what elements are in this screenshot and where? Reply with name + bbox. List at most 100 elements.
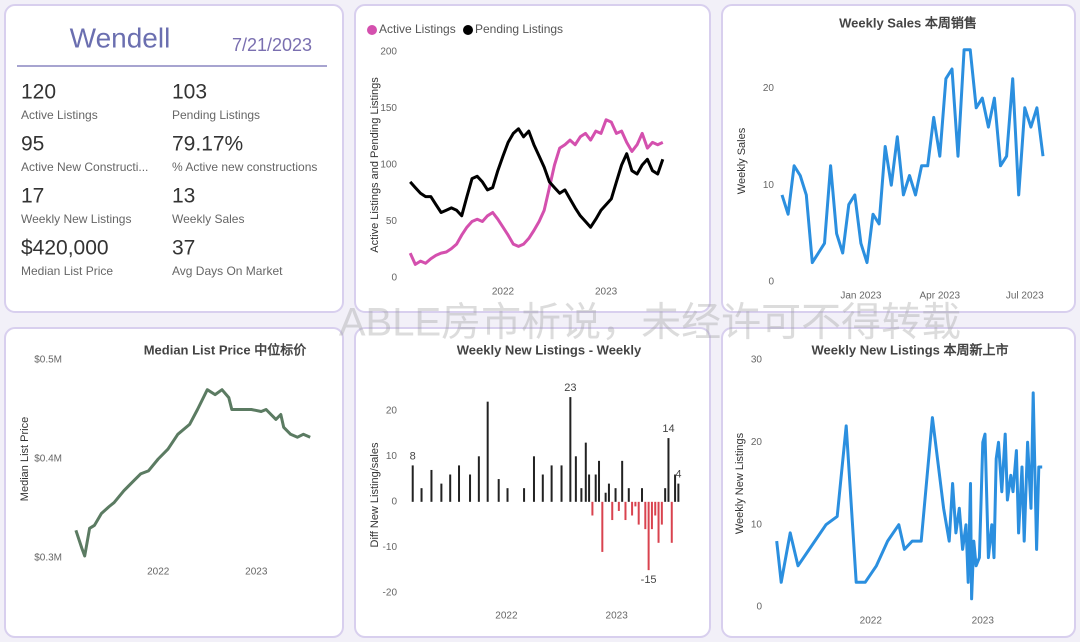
bar: [477, 456, 480, 502]
panel: [721, 327, 1076, 638]
bar: [458, 465, 461, 502]
data-label: 4: [675, 469, 681, 481]
kpi-value: 17: [21, 185, 44, 208]
legend-label: Active Listings: [379, 22, 456, 36]
bar: [677, 483, 680, 502]
bar: [523, 488, 526, 502]
bar: [420, 488, 423, 502]
bar: [650, 501, 653, 530]
data-label: 14: [662, 423, 674, 435]
kpi-value: 79.17%: [172, 133, 243, 156]
bar: [647, 501, 650, 571]
bar: [541, 474, 544, 502]
chart-title: Weekly New Listings 本周新上市: [812, 342, 1009, 357]
bar: [664, 488, 667, 502]
x-tick-label: 2023: [972, 616, 995, 627]
watermark: ABLE房市析说，未经许可不得转载: [339, 301, 961, 345]
bar: [497, 479, 500, 502]
bar: [569, 397, 572, 502]
kpi-value: 103: [172, 81, 207, 104]
bar: [560, 465, 563, 502]
kpis: 120 Active Listings 103 Pending Listings 95 A…: [21, 81, 317, 279]
y-axis-label: Diff New Listing/sales: [369, 442, 381, 547]
x-tick-label: Jul 2023: [1006, 291, 1044, 302]
summary-date: 7/21/2023: [232, 35, 312, 55]
y-tick-label: 200: [380, 47, 397, 58]
y-tick-label: 20: [763, 83, 775, 94]
y-tick-label: 0: [391, 273, 397, 284]
line: [775, 391, 1043, 601]
bar: [611, 501, 614, 521]
panels: [4, 4, 1076, 638]
bar: [634, 501, 637, 507]
bar: [601, 501, 604, 552]
bar: [411, 465, 414, 502]
y-axis-label: Median List Price: [19, 417, 31, 501]
bar: [654, 501, 657, 516]
bar: [469, 474, 472, 502]
panel: [4, 327, 344, 638]
charts: Active Listings and Pending Listings 0 50 1…: [19, 15, 1045, 627]
panel: [4, 4, 344, 313]
x-tick-label: 2023: [245, 567, 268, 578]
y-tick-label: $0.4M: [34, 454, 62, 465]
kpi-label: Weekly Sales: [172, 212, 244, 226]
bar: [574, 456, 577, 502]
x-tick-label: 2022: [495, 611, 518, 622]
bar: [657, 501, 660, 543]
kpi-value: 13: [172, 185, 195, 208]
bar: [621, 460, 624, 502]
chart: Weekly New Listings 本周新上市 Weekly New List…: [734, 342, 1043, 627]
bar: [637, 501, 640, 525]
bar: [591, 501, 594, 516]
line: [74, 388, 311, 558]
kpi-value: 37: [172, 237, 195, 260]
bar: [614, 488, 617, 502]
x-tick-label: 2023: [595, 287, 618, 298]
line: [408, 118, 664, 266]
summary-title: Wendell: [70, 22, 171, 53]
data-label: -15: [641, 574, 657, 586]
bar: [624, 501, 627, 521]
legend-swatch: [367, 25, 377, 35]
x-tick-label: Jan 2023: [840, 291, 882, 302]
y-tick-label: 30: [751, 355, 763, 366]
line: [780, 48, 1045, 265]
bar: [631, 501, 634, 516]
y-tick-label: 50: [386, 216, 398, 227]
y-axis-label: Active Listings and Pending Listings: [369, 77, 381, 253]
y-axis-label: Weekly Sales: [736, 127, 748, 194]
chart-title: Weekly Sales 本周销售: [839, 15, 977, 30]
y-tick-label: 10: [751, 519, 763, 530]
bar: [598, 460, 601, 502]
chart: Weekly Sales 本周销售 Weekly Sales 0 10 20 Jan 20…: [736, 15, 1045, 302]
bar: [486, 401, 489, 502]
line: [409, 127, 665, 229]
bar: [594, 474, 597, 502]
y-tick-label: $0.3M: [34, 553, 62, 564]
bar: [641, 488, 644, 502]
bar: [674, 474, 677, 502]
x-tick-label: 2023: [606, 611, 629, 622]
chart-title: Median List Price 中位标价: [144, 342, 308, 357]
kpi-label: Active New Constructi...: [21, 160, 148, 174]
y-tick-label: 0: [768, 277, 774, 288]
y-tick-label: 20: [386, 405, 398, 416]
bar: [627, 488, 630, 502]
bar: [506, 488, 509, 502]
data-label: 23: [564, 382, 576, 394]
x-tick-label: 2022: [492, 287, 515, 298]
y-tick-label: $0.5M: [34, 355, 62, 366]
kpi-value: 120: [21, 81, 56, 104]
kpi-label: Weekly New Listings: [21, 212, 131, 226]
kpi-label: Pending Listings: [172, 108, 260, 122]
bar: [670, 501, 673, 543]
data-label: 8: [410, 450, 416, 462]
y-tick-label: 150: [380, 103, 397, 114]
y-tick-label: -20: [383, 588, 398, 599]
bar: [660, 501, 663, 525]
kpi-label: Avg Days On Market: [172, 264, 283, 278]
y-tick-label: -10: [383, 542, 398, 553]
